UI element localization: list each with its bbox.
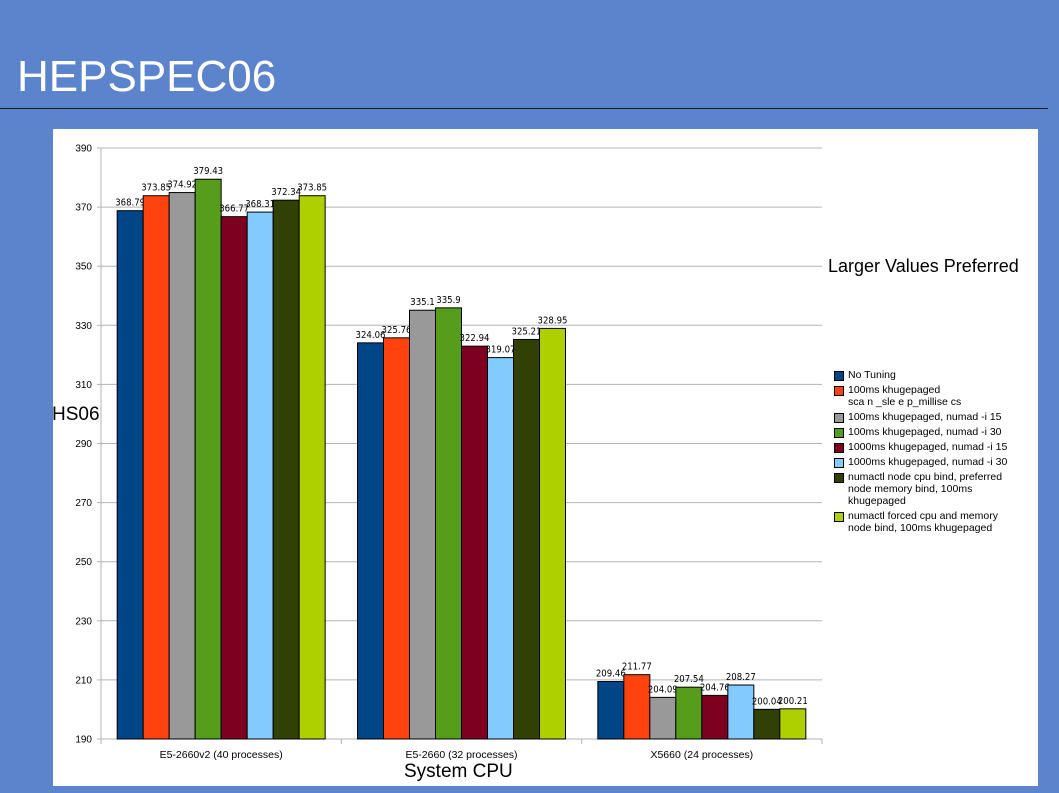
y-tick-label: 370 [75, 203, 92, 214]
bar [409, 309, 436, 740]
x-tick-label: E5-2660v2 (40 processes) [160, 749, 283, 761]
bar [623, 674, 651, 740]
legend-label: 100ms khugepaged, numad -i 15 [848, 411, 1002, 423]
title-divider [0, 108, 1048, 109]
bar [727, 684, 755, 740]
bar [383, 337, 410, 740]
bar [168, 192, 196, 740]
bar [435, 307, 462, 740]
x-tick-label: X5660 (24 processes) [650, 749, 753, 761]
legend-label: 100ms khugepaged sca n _sle e p_millise … [848, 384, 962, 408]
legend-label: No Tuning [848, 369, 896, 381]
legend-swatch [834, 386, 844, 396]
data-label: 204.76 [700, 682, 730, 693]
legend-swatch [834, 512, 844, 522]
legend-swatch [834, 413, 844, 423]
y-tick-label: 330 [75, 321, 92, 332]
legend-label: numactl node cpu bind, preferred node me… [848, 471, 1003, 507]
data-label: 211.77 [622, 662, 652, 673]
data-label: 379.43 [193, 166, 223, 177]
data-label: 325.21 [512, 326, 542, 337]
data-label: 372.34 [271, 187, 301, 198]
data-label: 335.1 [410, 297, 434, 308]
bar [753, 708, 781, 740]
legend-swatch [834, 443, 844, 453]
data-label: 368.31 [245, 199, 275, 210]
slide-title: HEPSPEC06 [17, 52, 277, 101]
data-label: 207.54 [674, 674, 704, 685]
legend-swatch [834, 458, 844, 468]
data-label: 200.04 [752, 696, 782, 707]
data-label: 208.27 [726, 672, 756, 683]
legend-swatch [834, 428, 844, 438]
legend-entry: 100ms khugepaged sca n _sle e p_millise … [834, 384, 1039, 408]
y-tick-label: 350 [75, 262, 92, 273]
bar [597, 680, 625, 740]
legend-entry: 100ms khugepaged, numad -i 15 [834, 411, 1039, 423]
x-tick-label: E5-2660 (32 processes) [405, 749, 517, 761]
y-tick-label: 250 [75, 557, 92, 568]
data-label: 373.85 [297, 183, 327, 194]
bar [675, 686, 703, 740]
bar [461, 345, 488, 740]
data-label: 209.46 [596, 668, 626, 679]
legend-swatch [834, 473, 844, 483]
data-label: 204.09 [648, 684, 678, 695]
y-tick-label: 390 [75, 144, 92, 155]
bar [246, 211, 274, 740]
data-label: 200.21 [778, 696, 808, 707]
bar [357, 342, 384, 740]
y-tick-label: 270 [75, 498, 92, 509]
bar [220, 216, 248, 740]
bar [487, 357, 514, 740]
chart-legend: No Tuning 100ms khugepaged sca n _sle e p… [834, 369, 1039, 537]
data-label: 322.94 [460, 333, 490, 344]
legend-label: 100ms khugepaged, numad -i 30 [848, 426, 1002, 438]
bar [194, 178, 222, 740]
bar [116, 210, 144, 740]
y-tick-label: 210 [75, 675, 92, 686]
data-label: 368.79 [115, 198, 145, 209]
y-axis-label: HS06 [52, 404, 100, 425]
data-label: 325.76 [382, 325, 412, 336]
legend-label: 1000ms khugepaged, numad -i 30 [848, 456, 1008, 468]
bar [701, 694, 729, 740]
watermark: 知乎 @根猴 [864, 736, 1041, 772]
legend-label: 1000ms khugepaged, numad -i 15 [848, 441, 1008, 453]
legend-entry: 1000ms khugepaged, numad -i 30 [834, 456, 1039, 468]
bar [142, 195, 170, 740]
data-label: 374.92 [167, 180, 197, 191]
y-tick-label: 190 [75, 735, 92, 746]
x-axis-label: System CPU [404, 761, 513, 782]
legend-entry: 100ms khugepaged, numad -i 30 [834, 426, 1039, 438]
bar [272, 199, 300, 740]
legend-entry: numactl node cpu bind, preferred node me… [834, 471, 1039, 507]
bar [513, 338, 540, 740]
data-label: 373.85 [141, 183, 171, 194]
legend-label: numactl forced cpu and memory node bind,… [848, 510, 998, 534]
bar [298, 195, 326, 740]
data-label: 328.95 [538, 315, 568, 326]
bar [539, 327, 566, 740]
data-label: 324.06 [356, 330, 386, 341]
y-tick-label: 310 [75, 380, 92, 391]
data-label: 366.77 [219, 204, 249, 215]
legend-entry: 1000ms khugepaged, numad -i 15 [834, 441, 1039, 453]
bar [779, 708, 807, 740]
bar [649, 696, 677, 740]
legend-swatch [834, 371, 844, 381]
y-tick-label: 230 [75, 616, 92, 627]
chart-annotation: Larger Values Preferred [828, 256, 1019, 276]
legend-entry: No Tuning [834, 369, 1039, 381]
y-tick-label: 290 [75, 439, 92, 450]
legend-entry: numactl forced cpu and memory node bind,… [834, 510, 1039, 534]
data-label: 335.9 [436, 295, 460, 306]
data-label: 319.07 [486, 345, 516, 356]
